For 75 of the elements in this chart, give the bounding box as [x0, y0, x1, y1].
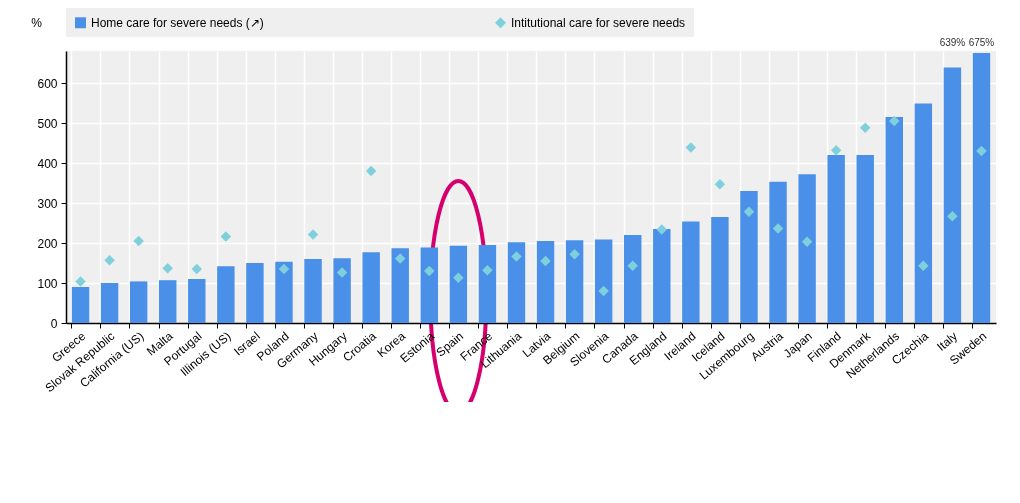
point — [801, 236, 813, 248]
legend-label: Intitutional care for severe needs — [511, 15, 686, 30]
point — [598, 285, 609, 297]
bar — [420, 247, 438, 323]
point — [859, 122, 871, 134]
bar — [653, 229, 671, 323]
y-tick-label: 300 — [37, 196, 58, 211]
point — [482, 264, 493, 276]
bar — [943, 67, 962, 323]
point — [714, 178, 726, 190]
point — [162, 262, 173, 274]
point — [104, 254, 115, 266]
bar — [362, 252, 380, 323]
y-tick-label: 100 — [37, 276, 58, 291]
bar — [449, 245, 468, 323]
point — [75, 276, 86, 287]
bar — [246, 263, 264, 323]
bar — [594, 239, 613, 323]
bar — [711, 217, 729, 323]
point — [394, 253, 406, 264]
point — [307, 229, 319, 240]
legend-label: Home care for severe needs (↗) — [91, 15, 264, 30]
bar — [740, 191, 758, 323]
point — [191, 263, 203, 275]
bar — [624, 235, 642, 323]
bar — [885, 117, 903, 323]
point — [918, 260, 929, 272]
point — [220, 231, 232, 242]
bar — [217, 266, 235, 323]
point — [511, 251, 522, 262]
bar — [856, 155, 874, 323]
point — [133, 235, 144, 247]
point — [336, 267, 348, 278]
bar — [478, 245, 497, 323]
bar — [972, 53, 991, 323]
bar — [129, 281, 148, 323]
point — [365, 165, 377, 177]
bar — [507, 242, 526, 323]
y-tick-label: 400 — [37, 156, 58, 171]
y-tick-label: 200 — [37, 236, 58, 251]
data-label: 639% — [939, 37, 966, 48]
bar — [188, 279, 206, 323]
bar — [304, 259, 322, 323]
bar — [275, 261, 293, 323]
point — [685, 142, 697, 153]
point — [743, 206, 755, 218]
point — [278, 263, 290, 275]
point — [540, 255, 551, 267]
point — [772, 223, 784, 234]
point — [830, 144, 842, 156]
point — [569, 248, 580, 260]
bar — [71, 287, 90, 323]
point — [424, 265, 435, 277]
bar — [682, 221, 700, 323]
point — [947, 210, 958, 222]
data-label: 675% — [968, 37, 995, 48]
bar — [159, 280, 177, 323]
y-tick-label: 500 — [37, 116, 58, 131]
bar — [391, 248, 409, 323]
bar — [536, 241, 555, 323]
y-tick-label: 600 — [37, 76, 58, 91]
bar — [100, 283, 119, 323]
point — [976, 145, 987, 157]
y-tick-label: 0 — [50, 316, 58, 331]
bar — [565, 240, 584, 323]
bar — [333, 258, 351, 323]
bar — [827, 155, 845, 323]
point — [627, 260, 638, 272]
y-axis-title: % — [31, 15, 43, 30]
point — [453, 272, 464, 284]
point — [656, 224, 668, 235]
point — [889, 115, 900, 127]
bar — [798, 174, 816, 323]
bar — [914, 103, 933, 323]
bar — [769, 181, 787, 323]
